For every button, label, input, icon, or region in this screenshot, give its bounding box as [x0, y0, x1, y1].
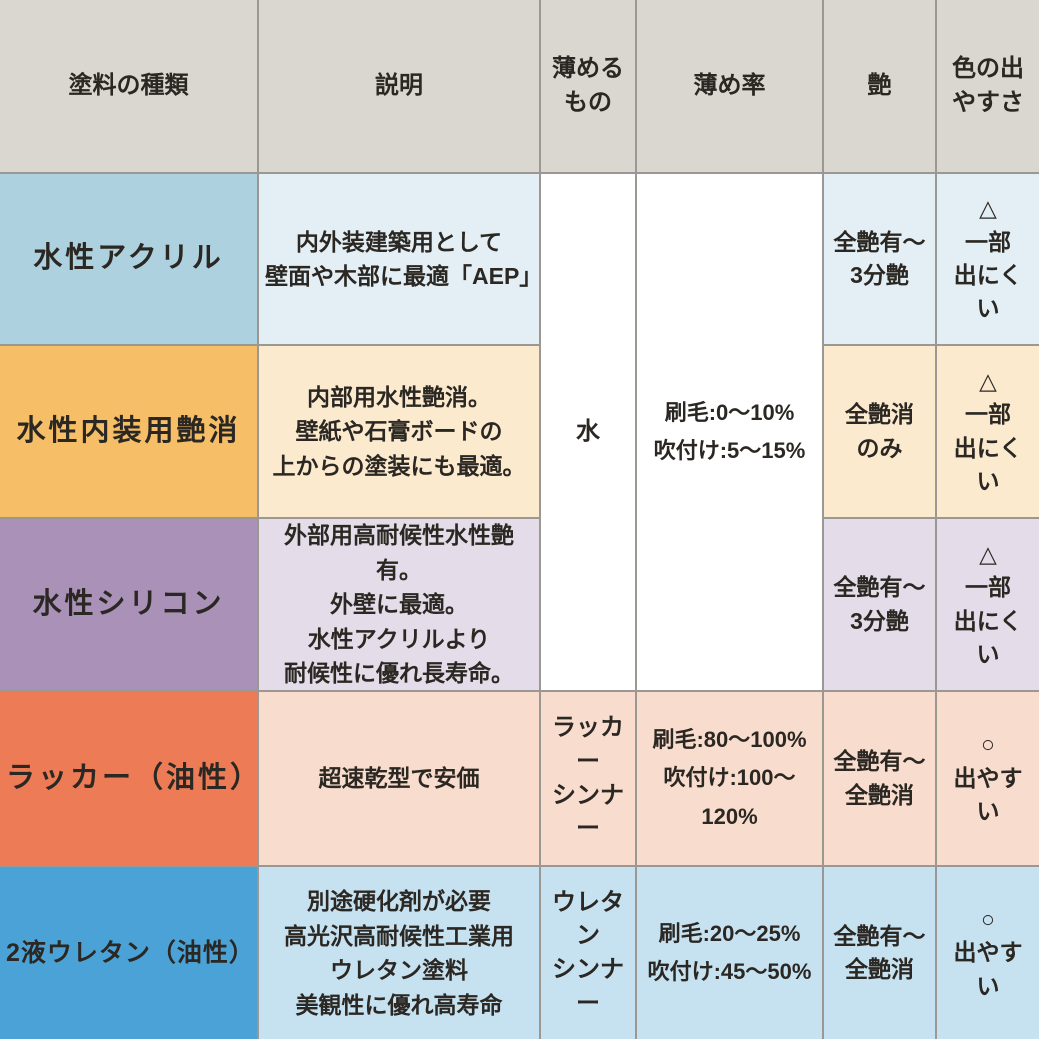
description-cell: 内外装建築用として 壁面や木部に最適「AEP」 [259, 174, 539, 344]
header-description: 説明 [259, 0, 539, 172]
gloss-cell: 全艶有〜 3分艶 [824, 519, 935, 690]
description-cell: 超速乾型で安価 [259, 692, 539, 865]
gloss-cell: 全艶有〜 3分艶 [824, 174, 935, 344]
paint-type-cell: 水性アクリル [0, 174, 257, 344]
header-paint-type: 塗料の種類 [0, 0, 257, 172]
paint-type-cell: 水性シリコン [0, 519, 257, 690]
header-color-ease: 色の出 やすさ [937, 0, 1039, 172]
header-dilution-rate: 薄め率 [637, 0, 822, 172]
thinner-cell-water: 水 [541, 174, 635, 690]
description-cell: 別途硬化剤が必要 高光沢高耐候性工業用 ウレタン塗料 美観性に優れ高寿命 [259, 867, 539, 1039]
thinner-cell: ラッカー シンナー [541, 692, 635, 865]
description-cell: 内部用水性艶消。 壁紙や石膏ボードの 上からの塗装にも最適。 [259, 346, 539, 517]
thinner-cell: ウレタン シンナー [541, 867, 635, 1039]
dilution-cell: 刷毛:20〜25% 吹付け:45〜50% [637, 867, 822, 1039]
paint-type-cell: 2液ウレタン（油性） [0, 867, 257, 1039]
color-ease-cell: ○ 出やすい [937, 867, 1039, 1039]
color-ease-cell: △ 一部 出にくい [937, 519, 1039, 690]
gloss-cell: 全艶消 のみ [824, 346, 935, 517]
paint-type-cell: ラッカー（油性） [0, 692, 257, 865]
color-ease-cell: △ 一部 出にくい [937, 174, 1039, 344]
color-ease-cell: △ 一部 出にくい [937, 346, 1039, 517]
gloss-cell: 全艶有〜 全艶消 [824, 692, 935, 865]
description-cell: 外部用高耐候性水性艶有。 外壁に最適。 水性アクリルより 耐候性に優れ長寿命。 [259, 519, 539, 690]
header-gloss: 艶 [824, 0, 935, 172]
gloss-cell: 全艶有〜 全艶消 [824, 867, 935, 1039]
paint-type-cell: 水性内装用艶消 [0, 346, 257, 517]
header-thinner: 薄める もの [541, 0, 635, 172]
color-ease-cell: ○ 出やすい [937, 692, 1039, 865]
dilution-cell: 刷毛:80〜100% 吹付け:100〜120% [637, 692, 822, 865]
dilution-cell-water: 刷毛:0〜10% 吹付け:5〜15% [637, 174, 822, 690]
